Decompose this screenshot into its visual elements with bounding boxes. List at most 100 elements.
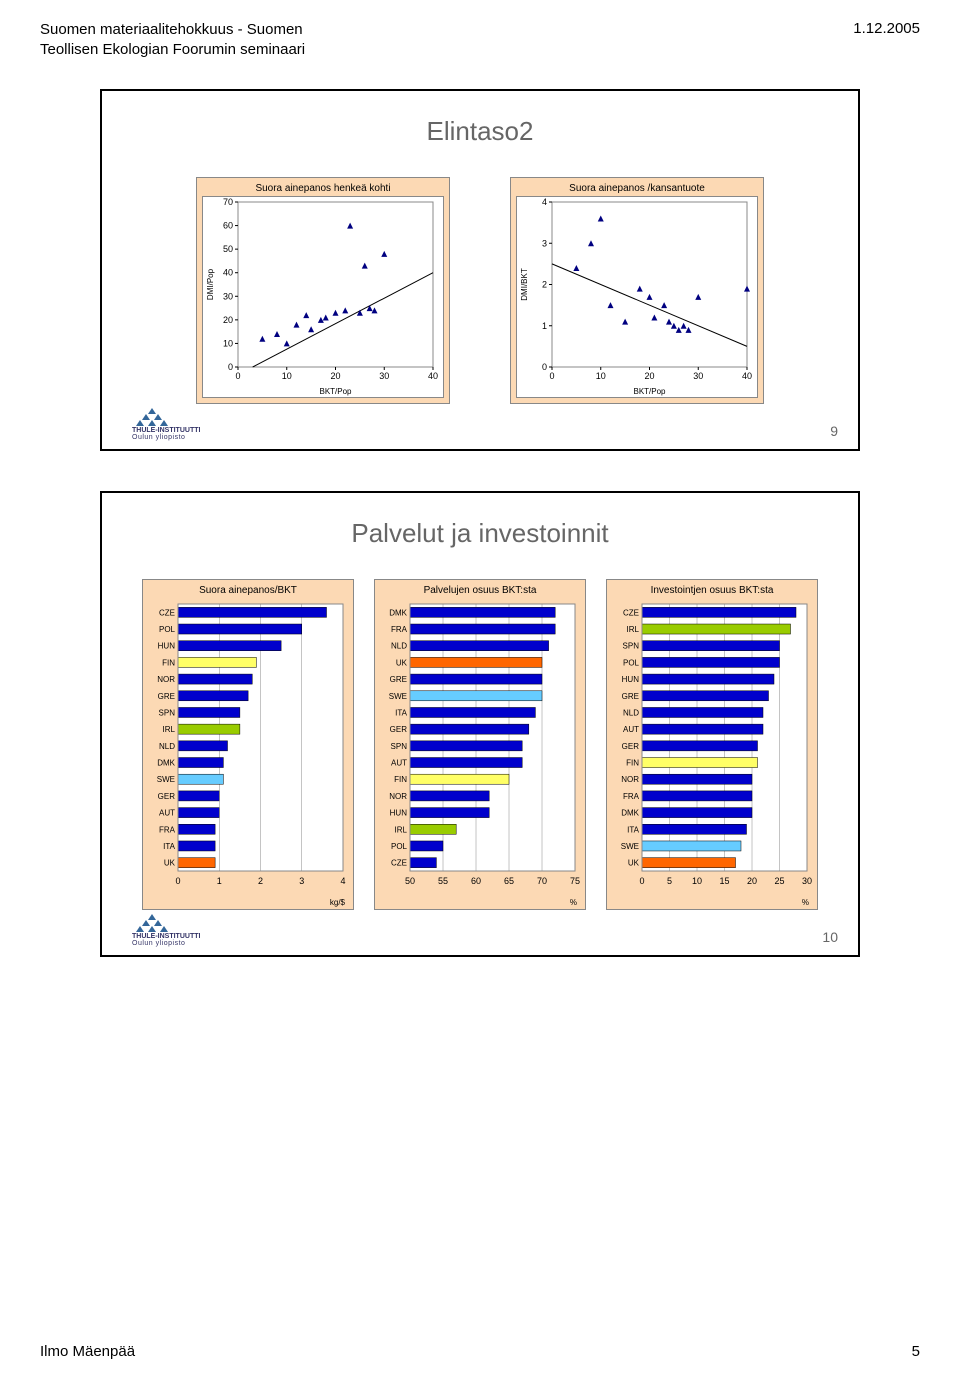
svg-text:FIN: FIN [162,658,175,667]
svg-text:4: 4 [340,876,345,886]
svg-text:GRE: GRE [390,675,407,684]
slide1-number: 9 [830,423,838,439]
svg-text:SWE: SWE [389,692,407,701]
svg-text:GER: GER [158,792,176,801]
svg-text:25: 25 [774,876,784,886]
svg-text:10: 10 [596,371,606,381]
svg-text:0: 0 [175,876,180,886]
thule-logo-2: THULE-INSTITUUTTI Oulun yliopisto [132,914,200,947]
svg-text:BKT/Pop: BKT/Pop [319,387,352,396]
page-footer: Ilmo Mäenpää 5 [40,1343,920,1360]
svg-text:GER: GER [390,725,408,734]
chart-hbar-1: Suora ainepanos/BKT 01234CZEPOLHUNFINNOR… [142,579,354,910]
svg-text:70: 70 [223,197,233,207]
svg-text:UK: UK [628,859,640,868]
svg-text:FIN: FIN [626,759,639,768]
svg-text:40: 40 [742,371,752,381]
svg-text:DMI/BKT: DMI/BKT [520,268,529,301]
svg-text:IRL: IRL [163,725,176,734]
svg-text:POL: POL [623,658,640,667]
svg-text:NOR: NOR [389,792,407,801]
svg-text:2: 2 [542,280,547,290]
svg-text:0: 0 [235,371,240,381]
thule-logo: THULE-INSTITUUTTI Oulun yliopisto [132,408,200,441]
svg-text:20: 20 [747,876,757,886]
svg-text:20: 20 [223,315,233,325]
svg-text:65: 65 [504,876,514,886]
svg-text:HUN: HUN [158,642,176,651]
svg-text:1: 1 [217,876,222,886]
svg-text:FRA: FRA [623,792,640,801]
svg-text:IRL: IRL [395,825,408,834]
svg-text:10: 10 [692,876,702,886]
slide2-number: 10 [822,929,838,945]
svg-text:AUT: AUT [391,759,407,768]
svg-text:50: 50 [405,876,415,886]
svg-text:NLD: NLD [159,742,175,751]
svg-text:SWE: SWE [621,842,639,851]
svg-text:NOR: NOR [621,775,639,784]
page-header: Suomen materiaalitehokkuus - Suomen Teol… [40,20,920,59]
svg-text:FRA: FRA [159,825,176,834]
svg-text:HUN: HUN [622,675,640,684]
svg-text:3: 3 [542,238,547,248]
header-title-1: Suomen materiaalitehokkuus - Suomen [40,20,305,40]
svg-text:1: 1 [542,321,547,331]
svg-text:30: 30 [802,876,812,886]
svg-text:CZE: CZE [623,608,639,617]
svg-text:40: 40 [428,371,438,381]
svg-text:55: 55 [438,876,448,886]
svg-text:40: 40 [223,268,233,278]
svg-text:DMI/Pop: DMI/Pop [206,268,215,300]
svg-text:DMK: DMK [621,809,639,818]
svg-text:15: 15 [719,876,729,886]
svg-text:NOR: NOR [157,675,175,684]
svg-text:GER: GER [622,742,640,751]
svg-text:NLD: NLD [623,708,639,717]
svg-text:AUT: AUT [623,725,639,734]
svg-text:20: 20 [330,371,340,381]
footer-pagenum: 5 [912,1343,920,1360]
svg-text:CZE: CZE [391,859,407,868]
chart-hbar-2: Palvelujen osuus BKT:sta 505560657075DMK… [374,579,586,910]
svg-text:50: 50 [223,244,233,254]
svg-text:30: 30 [379,371,389,381]
svg-text:ITA: ITA [627,825,640,834]
svg-text:4: 4 [542,197,547,207]
svg-text:60: 60 [223,221,233,231]
svg-text:UK: UK [164,859,176,868]
svg-text:30: 30 [693,371,703,381]
svg-text:0: 0 [549,371,554,381]
svg-text:DMK: DMK [157,759,175,768]
svg-text:ITA: ITA [395,708,408,717]
header-date: 1.12.2005 [853,20,920,59]
chart-hbar-3: Investointjen osuus BKT:sta 051015202530… [606,579,818,910]
slide2-title: Palvelut ja investoinnit [132,518,828,549]
svg-text:UK: UK [396,658,408,667]
svg-text:3: 3 [299,876,304,886]
svg-text:AUT: AUT [159,809,175,818]
svg-text:SPN: SPN [159,708,176,717]
svg-text:POL: POL [159,625,176,634]
svg-text:SPN: SPN [623,642,640,651]
header-title-2: Teollisen Ekologian Foorumin seminaari [40,40,305,60]
svg-text:75: 75 [570,876,580,886]
svg-text:0: 0 [542,362,547,372]
svg-text:NLD: NLD [391,642,407,651]
svg-text:30: 30 [223,291,233,301]
svg-text:SWE: SWE [157,775,175,784]
chart-scatter-left: Suora ainepanos henkeä kohti 01020304050… [196,177,450,404]
svg-text:20: 20 [644,371,654,381]
svg-text:CZE: CZE [159,608,175,617]
svg-text:FRA: FRA [391,625,408,634]
svg-text:70: 70 [537,876,547,886]
svg-text:10: 10 [282,371,292,381]
svg-text:GRE: GRE [158,692,175,701]
svg-text:BKT/Pop: BKT/Pop [633,387,666,396]
svg-text:0: 0 [228,362,233,372]
svg-text:SPN: SPN [391,742,408,751]
chart-scatter-right: Suora ainepanos /kansantuote 01234010203… [510,177,764,404]
svg-text:0: 0 [639,876,644,886]
svg-text:5: 5 [667,876,672,886]
svg-text:FIN: FIN [394,775,407,784]
